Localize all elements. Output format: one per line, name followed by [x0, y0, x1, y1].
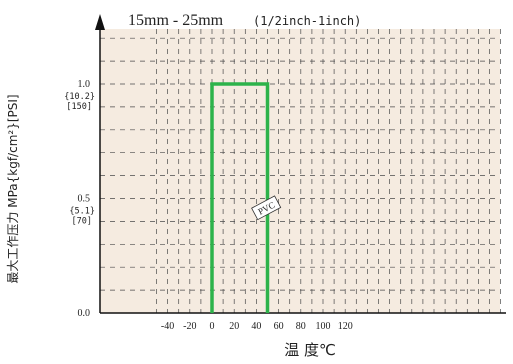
x-tick-label: 100 — [316, 321, 331, 332]
annotation-box — [251, 195, 282, 221]
x-tick-label: 80 — [296, 321, 306, 332]
chart-subtitle: (1/2inch-1inch) — [253, 14, 361, 28]
y-tick-label: 1.0 — [78, 79, 91, 90]
y-tick-label: 0.5 — [78, 194, 91, 205]
y-axis-label: 最大工作压力 MPa{kgf/cm²}[PSI] — [6, 94, 20, 283]
annotations: PVC — [251, 195, 282, 221]
y-axis-arrow-icon — [95, 14, 105, 30]
y-tick-sublabel-psi: [150] — [66, 102, 92, 112]
x-tick-label: 120 — [338, 321, 353, 332]
pvc-annotation: PVC — [251, 195, 282, 221]
x-tick-label: 0 — [210, 321, 215, 332]
x-tick-label: -20 — [183, 321, 196, 332]
y-tick-label: 0.0 — [78, 308, 91, 319]
x-axis-label: 温 度℃ — [284, 341, 336, 359]
series-line-pvc — [210, 82, 270, 313]
x-tick-label: 40 — [251, 321, 261, 332]
series-layer — [210, 82, 270, 313]
x-tick-label: 20 — [229, 321, 239, 332]
y-tick-sublabel-kgf: {5.1} — [69, 207, 95, 217]
chart-title: 15mm - 25mm — [128, 12, 224, 29]
x-tick-label: -40 — [161, 321, 174, 332]
y-tick-sublabel-psi: [70] — [72, 217, 92, 227]
x-tick-labels: -40 -20 0 20 40 60 80 100 120 — [161, 321, 353, 332]
y-tick-sublabel-kgf: {10.2} — [64, 92, 95, 102]
y-tick-labels: 0.0 0.5 {5.1}[70] 1.0 {10.2}[150] — [64, 79, 95, 319]
x-tick-label: 60 — [274, 321, 284, 332]
plot-background — [100, 29, 500, 313]
